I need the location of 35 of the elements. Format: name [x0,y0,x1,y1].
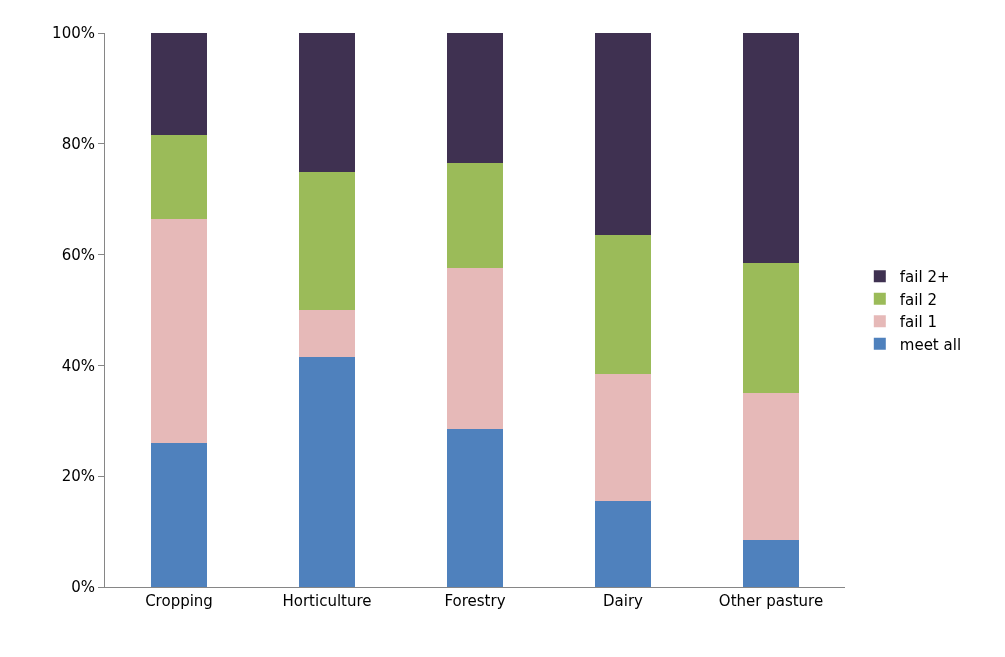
x-tick-label: Forestry [444,592,506,610]
legend-label: fail 2+ [899,268,950,287]
bar [150,135,208,219]
x-tick-label: Cropping [145,592,213,610]
bar [150,442,208,587]
x-tick-label: Horticulture [282,592,372,610]
bar [150,33,208,136]
bar [150,218,208,443]
bar [298,171,356,310]
bar [742,33,800,263]
bar [298,357,356,587]
x-tick-label: Other pasture [718,592,824,610]
x-tick-label: Dairy [603,592,644,610]
bar [446,268,504,430]
legend-label: fail 2 [899,290,937,309]
bar [742,539,800,587]
bar [298,310,356,358]
y-tick-label: 100% [52,24,95,43]
y-tick-label: 60% [61,245,95,264]
bar [594,373,652,502]
y-tick-label: 0% [71,578,95,597]
legend-label: fail 1 [899,313,937,332]
bar [298,33,356,172]
bar [446,429,504,587]
bar [742,393,800,540]
y-tick-label: 80% [61,135,95,154]
bar [594,501,652,587]
legend-label: meet all [899,335,962,354]
bar [594,33,652,236]
bar [594,235,652,374]
y-tick-label: 40% [61,356,95,375]
bar [446,33,504,164]
bar [742,262,800,394]
bar [446,163,504,269]
y-tick-label: 20% [61,467,95,486]
